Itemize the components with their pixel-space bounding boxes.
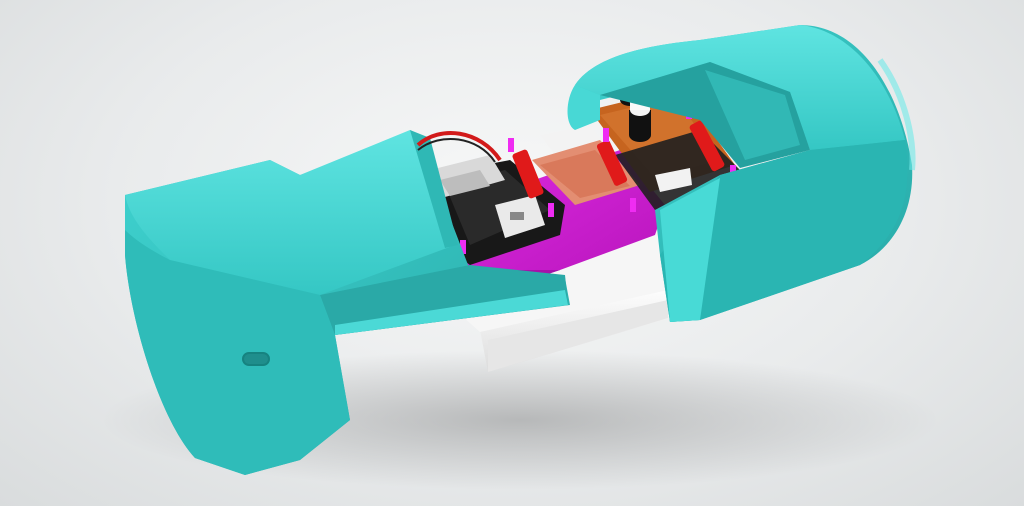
left-enclosure: [125, 130, 570, 475]
red-connector-right: [689, 120, 725, 172]
red-connector-mid: [596, 140, 628, 186]
red-connector-left: [512, 149, 544, 199]
right-enclosure: [567, 25, 916, 322]
usb-port-opening: [242, 352, 270, 366]
main-board: [430, 138, 565, 265]
red-wire: [416, 131, 502, 162]
